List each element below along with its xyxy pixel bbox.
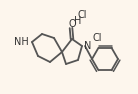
Text: NH: NH — [14, 37, 29, 47]
Text: O: O — [68, 19, 76, 29]
Text: Cl: Cl — [77, 10, 87, 20]
Text: N: N — [84, 41, 91, 51]
Text: Cl: Cl — [93, 33, 102, 43]
Text: H: H — [74, 16, 82, 26]
